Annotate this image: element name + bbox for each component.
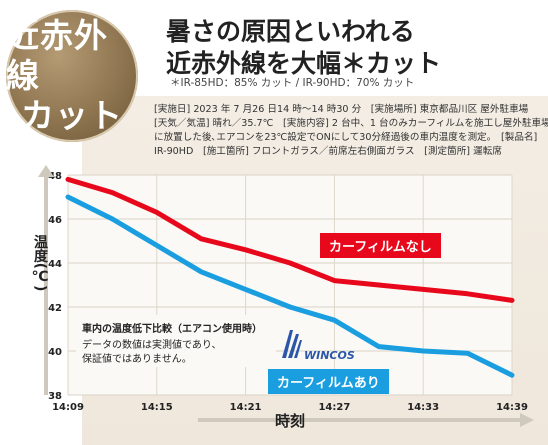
inset-title: 車内の温度低下比較（エアコン使用時）	[82, 324, 262, 335]
inset-box	[76, 315, 276, 367]
condition-note-4: IR-90HD [施工箇所] フロントガラス／前席左右側面ガラス [測定箇所] …	[154, 146, 502, 157]
series-line-0	[65, 176, 515, 303]
x-tick-label: 14:33	[407, 402, 439, 413]
x-tick-label: 14:15	[141, 402, 173, 413]
logo-wordmark: WINCOS	[304, 349, 355, 362]
headline-2: 近赤外線を大幅＊カット	[166, 49, 442, 78]
wincos-logo-icon	[282, 330, 302, 358]
y-tick-label: 46	[48, 215, 62, 226]
x-axis-title: 時刻	[275, 412, 305, 430]
y-axis-title: 温度(℃)	[31, 235, 48, 292]
series-label-no-film: カーフィルムなし	[320, 233, 441, 258]
badge-line-1: 近赤外線	[6, 16, 108, 95]
x-axis-arrowhead	[520, 413, 534, 427]
condition-note-3: に放置した後､エアコンを23℃設定でONにして30分経過後の車内温度を測定。 […	[154, 132, 538, 143]
y-tick-label: 44	[48, 259, 62, 270]
y-tick-label: 48	[48, 171, 62, 182]
x-tick-label: 14:21	[230, 402, 262, 413]
x-tick-label: 14:09	[52, 402, 84, 413]
badge-line-2: カット	[21, 96, 123, 135]
x-tick-label: 14:39	[496, 402, 528, 413]
y-tick-label: 42	[48, 303, 62, 314]
inset-line-1: データの数値は実測値であり、	[82, 340, 222, 351]
y-axis-arrowhead	[38, 165, 54, 177]
y-tick-label: 40	[48, 347, 62, 358]
inset-line-2: 保証値ではありません。	[82, 354, 192, 365]
headline-1: 暑さの原因といわれる	[166, 17, 415, 46]
badge: 近赤外線 カット	[6, 10, 138, 142]
headline-note: ＊IR-85HD：85% カット / IR-90HD：70% カット	[170, 77, 415, 89]
x-tick-label: 14:27	[318, 402, 350, 413]
series-line-1	[65, 194, 515, 378]
series-label-with-film: カーフィルムあり	[268, 369, 389, 394]
condition-note-2: [天気／気温] 晴れ／35.7℃ [実施内容] 2 台中、1 台のみカーフィルム…	[154, 118, 548, 129]
condition-note-1: [実施日] 2023 年 7 月26 日14 時～14 時30 分 [実施場所]…	[154, 104, 529, 115]
y-tick-label: 38	[48, 391, 62, 402]
